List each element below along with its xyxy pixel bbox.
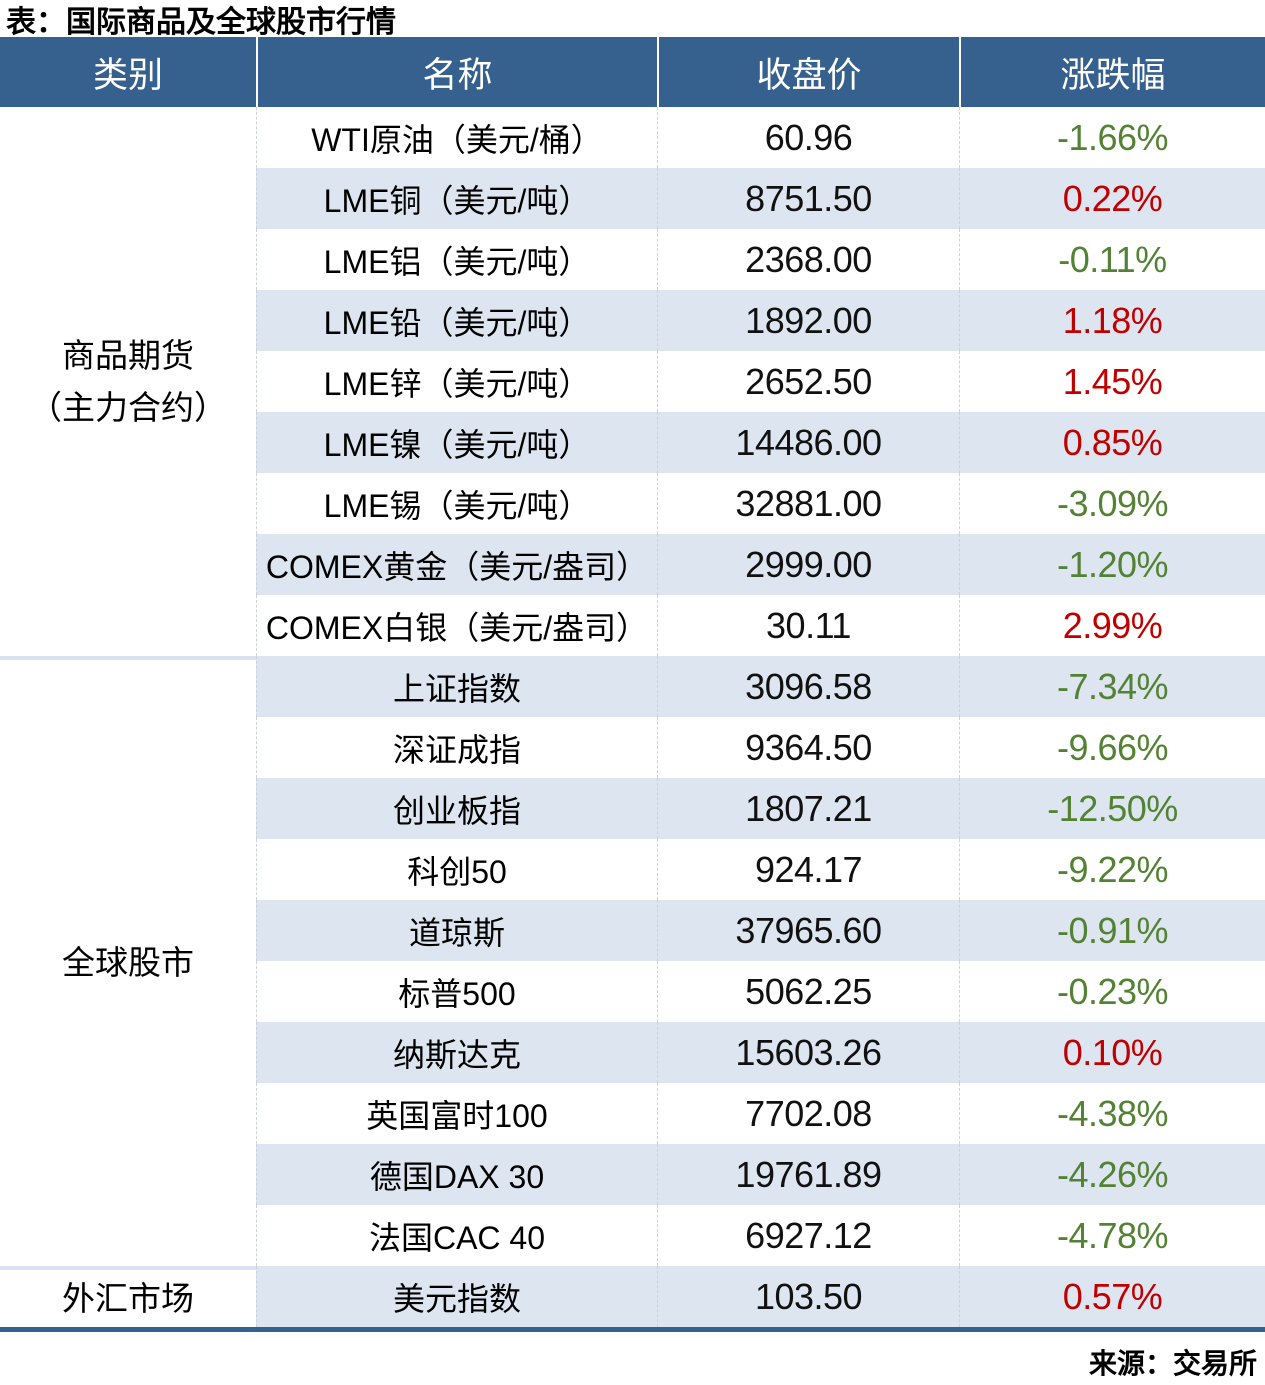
- name-cell: 美元指数: [256, 1266, 657, 1327]
- name-cell: LME铅（美元/吨）: [256, 290, 657, 351]
- change-cell: 0.22%: [959, 168, 1265, 229]
- close-cell: 1892.00: [657, 290, 959, 351]
- table-row: COMEX白银（美元/盎司） 30.11 2.99%: [0, 595, 1265, 656]
- change-cell: 2.99%: [959, 595, 1265, 656]
- close-cell: 1807.21: [657, 778, 959, 839]
- name-cell: LME铜（美元/吨）: [256, 168, 657, 229]
- close-cell: 8751.50: [657, 168, 959, 229]
- name-cell: LME铝（美元/吨）: [256, 229, 657, 290]
- column-header-close: 收盘价: [657, 37, 959, 107]
- table-row: 英国富时100 7702.08 -4.38%: [0, 1083, 1265, 1144]
- close-cell: 9364.50: [657, 717, 959, 778]
- name-cell: 深证成指: [256, 717, 657, 778]
- name-cell: 创业板指: [256, 778, 657, 839]
- name-cell: 法国CAC 40: [256, 1205, 657, 1266]
- change-cell: 0.57%: [959, 1266, 1265, 1327]
- table-row: LME铜（美元/吨） 8751.50 0.22%: [0, 168, 1265, 229]
- category-label-line1: 商品期货: [62, 337, 194, 375]
- close-cell: 6927.12: [657, 1205, 959, 1266]
- change-cell: -3.09%: [959, 473, 1265, 534]
- name-cell: LME锌（美元/吨）: [256, 351, 657, 412]
- change-cell: -9.22%: [959, 839, 1265, 900]
- change-cell: 0.10%: [959, 1022, 1265, 1083]
- table-row: LME锡（美元/吨） 32881.00 -3.09%: [0, 473, 1265, 534]
- change-cell: 1.45%: [959, 351, 1265, 412]
- change-cell: -0.11%: [959, 229, 1265, 290]
- close-cell: 3096.58: [657, 656, 959, 717]
- name-cell: 德国DAX 30: [256, 1144, 657, 1205]
- close-cell: 2368.00: [657, 229, 959, 290]
- table-row: 商品期货 （主力合约） WTI原油（美元/桶） 60.96 -1.66%: [0, 107, 1265, 656]
- column-header-category: 类别: [0, 37, 256, 107]
- change-cell: -0.91%: [959, 900, 1265, 961]
- name-cell: COMEX黄金（美元/盎司）: [256, 534, 657, 595]
- change-cell: -0.23%: [959, 961, 1265, 1022]
- category-cell-commodity-futures: 商品期货 （主力合约）: [0, 107, 256, 656]
- name-cell: 英国富时100: [256, 1083, 657, 1144]
- change-cell: -7.34%: [959, 656, 1265, 717]
- table-row: 外汇市场 美元指数 103.50 0.57%: [0, 1266, 1265, 1327]
- table-row: 德国DAX 30 19761.89 -4.26%: [0, 1144, 1265, 1205]
- close-cell: 5062.25: [657, 961, 959, 1022]
- category-label-line1: 全球股市: [62, 944, 194, 982]
- name-cell: 纳斯达克: [256, 1022, 657, 1083]
- name-cell: WTI原油（美元/桶）: [256, 107, 657, 168]
- change-cell: -12.50%: [959, 778, 1265, 839]
- change-cell: -1.66%: [959, 107, 1265, 168]
- table-row: LME铅（美元/吨） 1892.00 1.18%: [0, 290, 1265, 351]
- table-header: 类别 名称 收盘价 涨跌幅: [0, 37, 1265, 107]
- table-row: 纳斯达克 15603.26 0.10%: [0, 1022, 1265, 1083]
- close-cell: 19761.89: [657, 1144, 959, 1205]
- change-cell: -9.66%: [959, 717, 1265, 778]
- name-cell: 上证指数: [256, 656, 657, 717]
- close-cell: 2652.50: [657, 351, 959, 412]
- change-cell: -1.20%: [959, 534, 1265, 595]
- change-cell: 0.85%: [959, 412, 1265, 473]
- market-table: 类别 名称 收盘价 涨跌幅 商品期货 （主力合约） WTI原油（美元/桶） 60…: [0, 37, 1265, 1332]
- table-row: 创业板指 1807.21 -12.50%: [0, 778, 1265, 839]
- change-cell: -4.78%: [959, 1205, 1265, 1266]
- category-label-line2: （主力合约）: [29, 388, 227, 426]
- name-cell: LME锡（美元/吨）: [256, 473, 657, 534]
- name-cell: COMEX白银（美元/盎司）: [256, 595, 657, 656]
- table-title: 表：国际商品及全球股市行情: [6, 6, 396, 39]
- source-note: 来源：交易所: [1088, 1348, 1257, 1379]
- change-cell: 1.18%: [959, 290, 1265, 351]
- close-cell: 14486.00: [657, 412, 959, 473]
- category-label-line1: 外汇市场: [62, 1279, 194, 1317]
- category-cell-global-stocks: 全球股市: [0, 656, 256, 1266]
- name-cell: LME镍（美元/吨）: [256, 412, 657, 473]
- table-row: 道琼斯 37965.60 -0.91%: [0, 900, 1265, 961]
- category-cell-forex: 外汇市场: [0, 1266, 256, 1327]
- name-cell: 标普500: [256, 961, 657, 1022]
- change-cell: -4.26%: [959, 1144, 1265, 1205]
- header-row: 类别 名称 收盘价 涨跌幅: [0, 37, 1265, 107]
- close-cell: 60.96: [657, 107, 959, 168]
- close-cell: 37965.60: [657, 900, 959, 961]
- table-row: 法国CAC 40 6927.12 -4.78%: [0, 1205, 1265, 1266]
- close-cell: 15603.26: [657, 1022, 959, 1083]
- column-header-name: 名称: [256, 37, 657, 107]
- close-cell: 7702.08: [657, 1083, 959, 1144]
- table-row: 全球股市 上证指数 3096.58 -7.34%: [0, 656, 1265, 1266]
- table-row: LME铝（美元/吨） 2368.00 -0.11%: [0, 229, 1265, 290]
- table-row: 深证成指 9364.50 -9.66%: [0, 717, 1265, 778]
- table-row: COMEX黄金（美元/盎司） 2999.00 -1.20%: [0, 534, 1265, 595]
- table-row: 科创50 924.17 -9.22%: [0, 839, 1265, 900]
- table-row: LME镍（美元/吨） 14486.00 0.85%: [0, 412, 1265, 473]
- column-header-change: 涨跌幅: [959, 37, 1265, 107]
- name-cell: 道琼斯: [256, 900, 657, 961]
- table-row: LME锌（美元/吨） 2652.50 1.45%: [0, 351, 1265, 412]
- name-cell: 科创50: [256, 839, 657, 900]
- close-cell: 103.50: [657, 1266, 959, 1327]
- close-cell: 30.11: [657, 595, 959, 656]
- close-cell: 924.17: [657, 839, 959, 900]
- close-cell: 2999.00: [657, 534, 959, 595]
- table-row: 标普500 5062.25 -0.23%: [0, 961, 1265, 1022]
- change-cell: -4.38%: [959, 1083, 1265, 1144]
- close-cell: 32881.00: [657, 473, 959, 534]
